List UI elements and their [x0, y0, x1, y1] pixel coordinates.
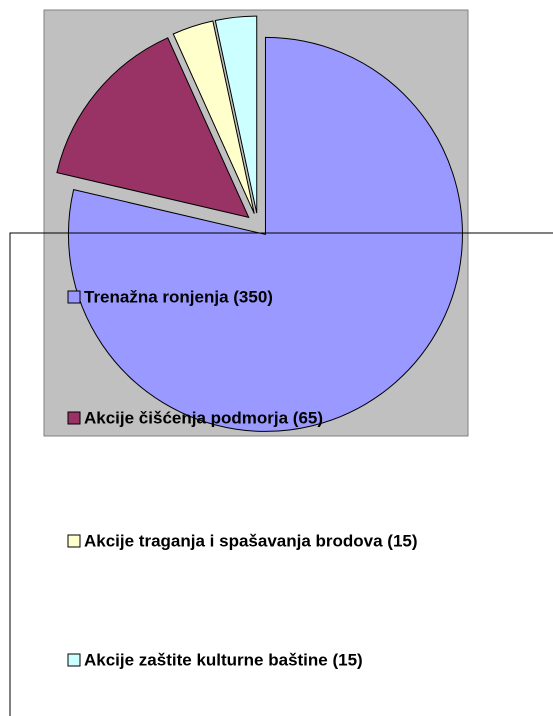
legend-swatch: [67, 290, 81, 304]
pie-slice: [67, 36, 463, 432]
legend-label: Akcije traganja i spašavanja brodova (15…: [84, 531, 418, 550]
legend-frame: [9, 232, 553, 716]
pie-slice: [172, 20, 255, 214]
legend-swatch: [67, 653, 81, 667]
legend-swatch: [67, 534, 81, 548]
legend-label: Akcije čišćenja podmorja (65): [84, 408, 323, 427]
pie-slice: [56, 37, 250, 219]
legend-label: Akcije zaštite kulturne baštine (15): [84, 650, 363, 669]
legend: Trenažna ronjenja (350) Akcije čišćenja p…: [67, 287, 418, 669]
legend-label: Trenažna ronjenja (350): [84, 287, 273, 306]
pie: [56, 15, 463, 432]
pie-slice: [214, 15, 258, 214]
legend-swatch: [67, 411, 81, 425]
